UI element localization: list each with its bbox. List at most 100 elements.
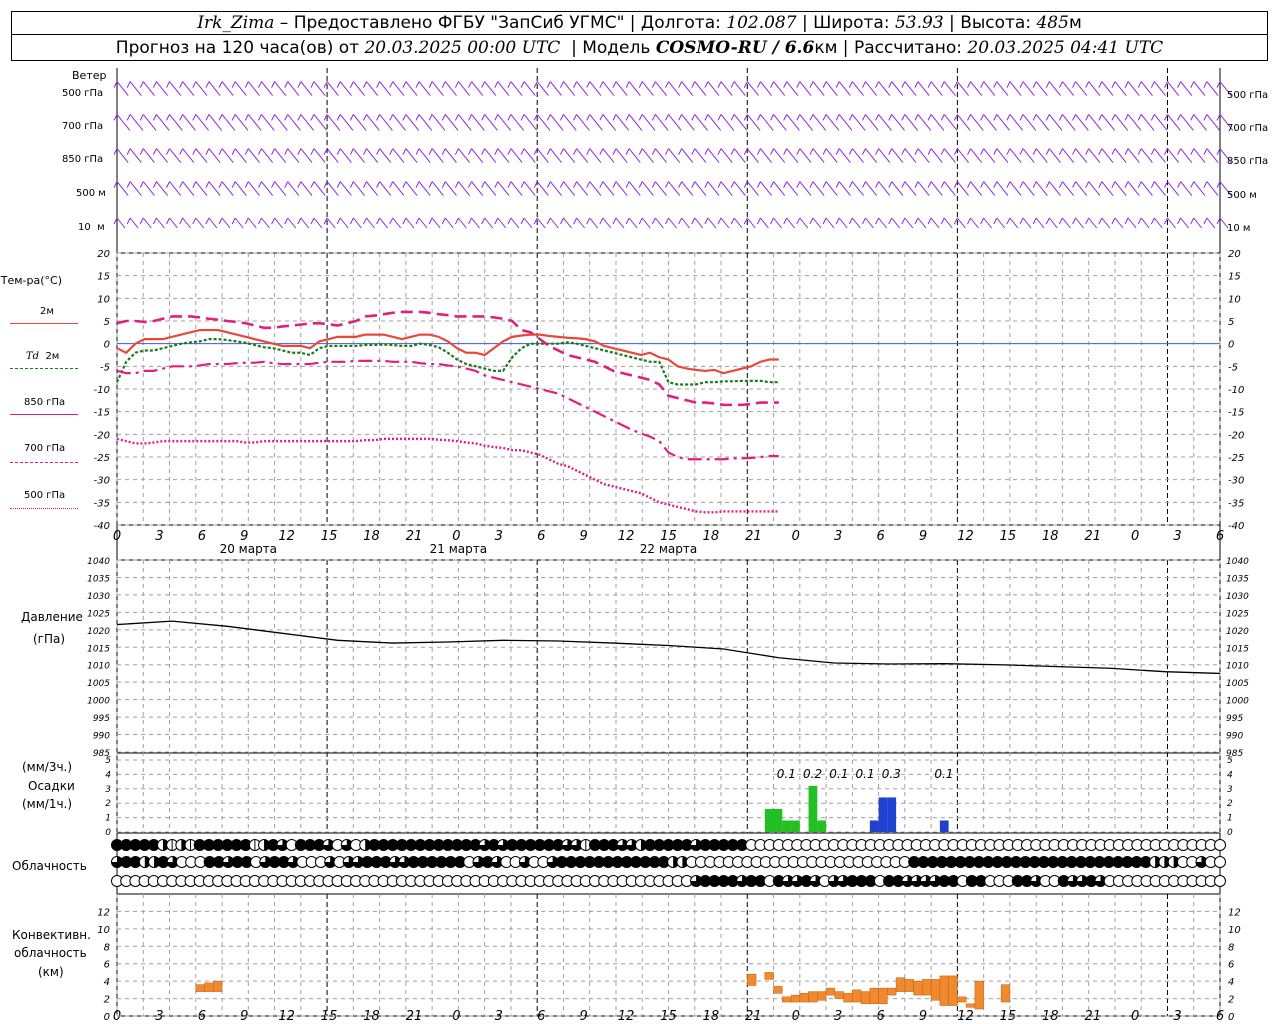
wind-barb-feather (271, 81, 276, 88)
cloud-fill (828, 875, 840, 887)
wind-barb-feather (166, 81, 170, 88)
cloud-fill (584, 856, 596, 868)
wind-barb (1032, 181, 1048, 196)
wind-barb-feather (848, 217, 853, 225)
wind-barb-feather (166, 114, 170, 121)
wind-barb (231, 114, 249, 131)
wind-barb-shaft (720, 181, 733, 196)
x-tick-label-temp: 18 (363, 529, 380, 544)
wind-barb (310, 81, 326, 96)
wind-barb-feather (809, 148, 814, 155)
wind-barb (520, 148, 536, 163)
legend-2m-line (10, 323, 78, 324)
wind-barb (638, 148, 654, 163)
wind-barb-feather (1203, 217, 1208, 225)
wind-barb-feather (809, 217, 814, 225)
wind-barb-feather (1150, 181, 1155, 188)
wind-barb-shaft (208, 114, 223, 131)
wind-barb-feather (1006, 217, 1011, 225)
wind-barb-shaft (615, 217, 625, 229)
wind-barb-shaft (1075, 148, 1088, 163)
cloud-fill (690, 875, 702, 887)
pressure-y-tick-right: 1040 (1226, 557, 1249, 567)
wind-barb-feather (1058, 114, 1063, 121)
wind-barb-feather (1124, 148, 1129, 155)
wind-barb (363, 81, 379, 96)
wind-barb (967, 217, 979, 229)
wind-barb (1137, 114, 1155, 131)
cloud-fill (515, 839, 527, 851)
wind-barb (1032, 81, 1048, 96)
cloud-fill (649, 856, 661, 868)
wind-barb (1203, 148, 1219, 163)
wind-barb (1006, 148, 1022, 163)
day-label: 21 марта (430, 542, 487, 556)
wind-barb (848, 81, 864, 96)
wind-barb (468, 114, 485, 131)
wind-barb-feather (940, 114, 945, 121)
wind-barb (599, 81, 615, 96)
wind-barb-shaft (366, 81, 379, 96)
wind-barb-shaft (484, 114, 498, 131)
wind-barb-feather (704, 148, 709, 155)
wind-barb-shaft (300, 114, 315, 131)
wind-barb-shaft (746, 217, 756, 229)
wind-barb-feather (402, 148, 407, 155)
wind-barb-shaft (602, 181, 615, 196)
wind-barb-shaft (366, 148, 379, 163)
wind-barb (533, 81, 549, 96)
wind-barb-feather (441, 148, 446, 155)
wind-barb (1072, 81, 1088, 96)
cloud-symbol (991, 856, 1004, 868)
conv-bar (747, 973, 757, 986)
wind-barb-shaft (891, 81, 904, 96)
wind-barb (139, 81, 155, 96)
wind-barb-feather (953, 114, 958, 121)
precip-y-tick-left: 4 (105, 770, 111, 780)
x-tick-label-temp: 12 (957, 529, 974, 544)
cloud-fill (556, 856, 568, 868)
wind-barb (441, 81, 457, 96)
cloud-fill (278, 856, 290, 868)
wind-barb-shaft (904, 81, 917, 96)
wind-barb-feather (1164, 81, 1168, 88)
cloud-symbol (166, 856, 179, 868)
wind-barb-shaft (510, 114, 525, 131)
wind-barb-shaft (1153, 217, 1163, 229)
conv-bar (843, 993, 853, 1003)
cloud-fill (1001, 856, 1013, 868)
wind-barb-shaft (379, 81, 392, 96)
wind-barb-feather (1006, 114, 1011, 121)
cloud-symbol (407, 856, 420, 868)
wind-barb-shaft (523, 217, 533, 229)
wind-barb (809, 217, 822, 229)
cloud-symbol (370, 856, 383, 868)
wind-barb-shaft (576, 114, 590, 131)
wind-barb (257, 81, 274, 96)
wind-barb (507, 148, 523, 163)
wind-barb-feather (415, 81, 420, 88)
cloud-symbol (1084, 856, 1097, 868)
cloud-fill (1021, 875, 1033, 887)
wind-barb-shaft (760, 217, 769, 229)
wind-barb (573, 217, 585, 229)
wind-barb (376, 181, 392, 196)
wind-barb-shaft (1127, 114, 1142, 131)
cloud-fill (380, 856, 392, 868)
cloud-symbol (616, 839, 629, 851)
pressure-y-tick-right: 1010 (1226, 662, 1249, 672)
wind-barb-feather (402, 181, 407, 188)
x-tick-label-temp: 6 (876, 529, 884, 544)
cloud-symbol (598, 839, 611, 851)
wind-barb-shaft (247, 181, 260, 196)
wind-barb-shaft (707, 217, 717, 229)
wind-barb (756, 181, 773, 196)
wind-barb-shaft (169, 81, 182, 96)
wind-barb (113, 114, 131, 131)
wind-barb-shaft (628, 217, 638, 229)
wind-barb (257, 114, 275, 131)
wind-barb-shaft (1140, 114, 1155, 131)
wind-barb-feather (428, 181, 433, 188)
wind-barb-shaft (1101, 114, 1116, 131)
wind-barb-feather (389, 148, 394, 155)
